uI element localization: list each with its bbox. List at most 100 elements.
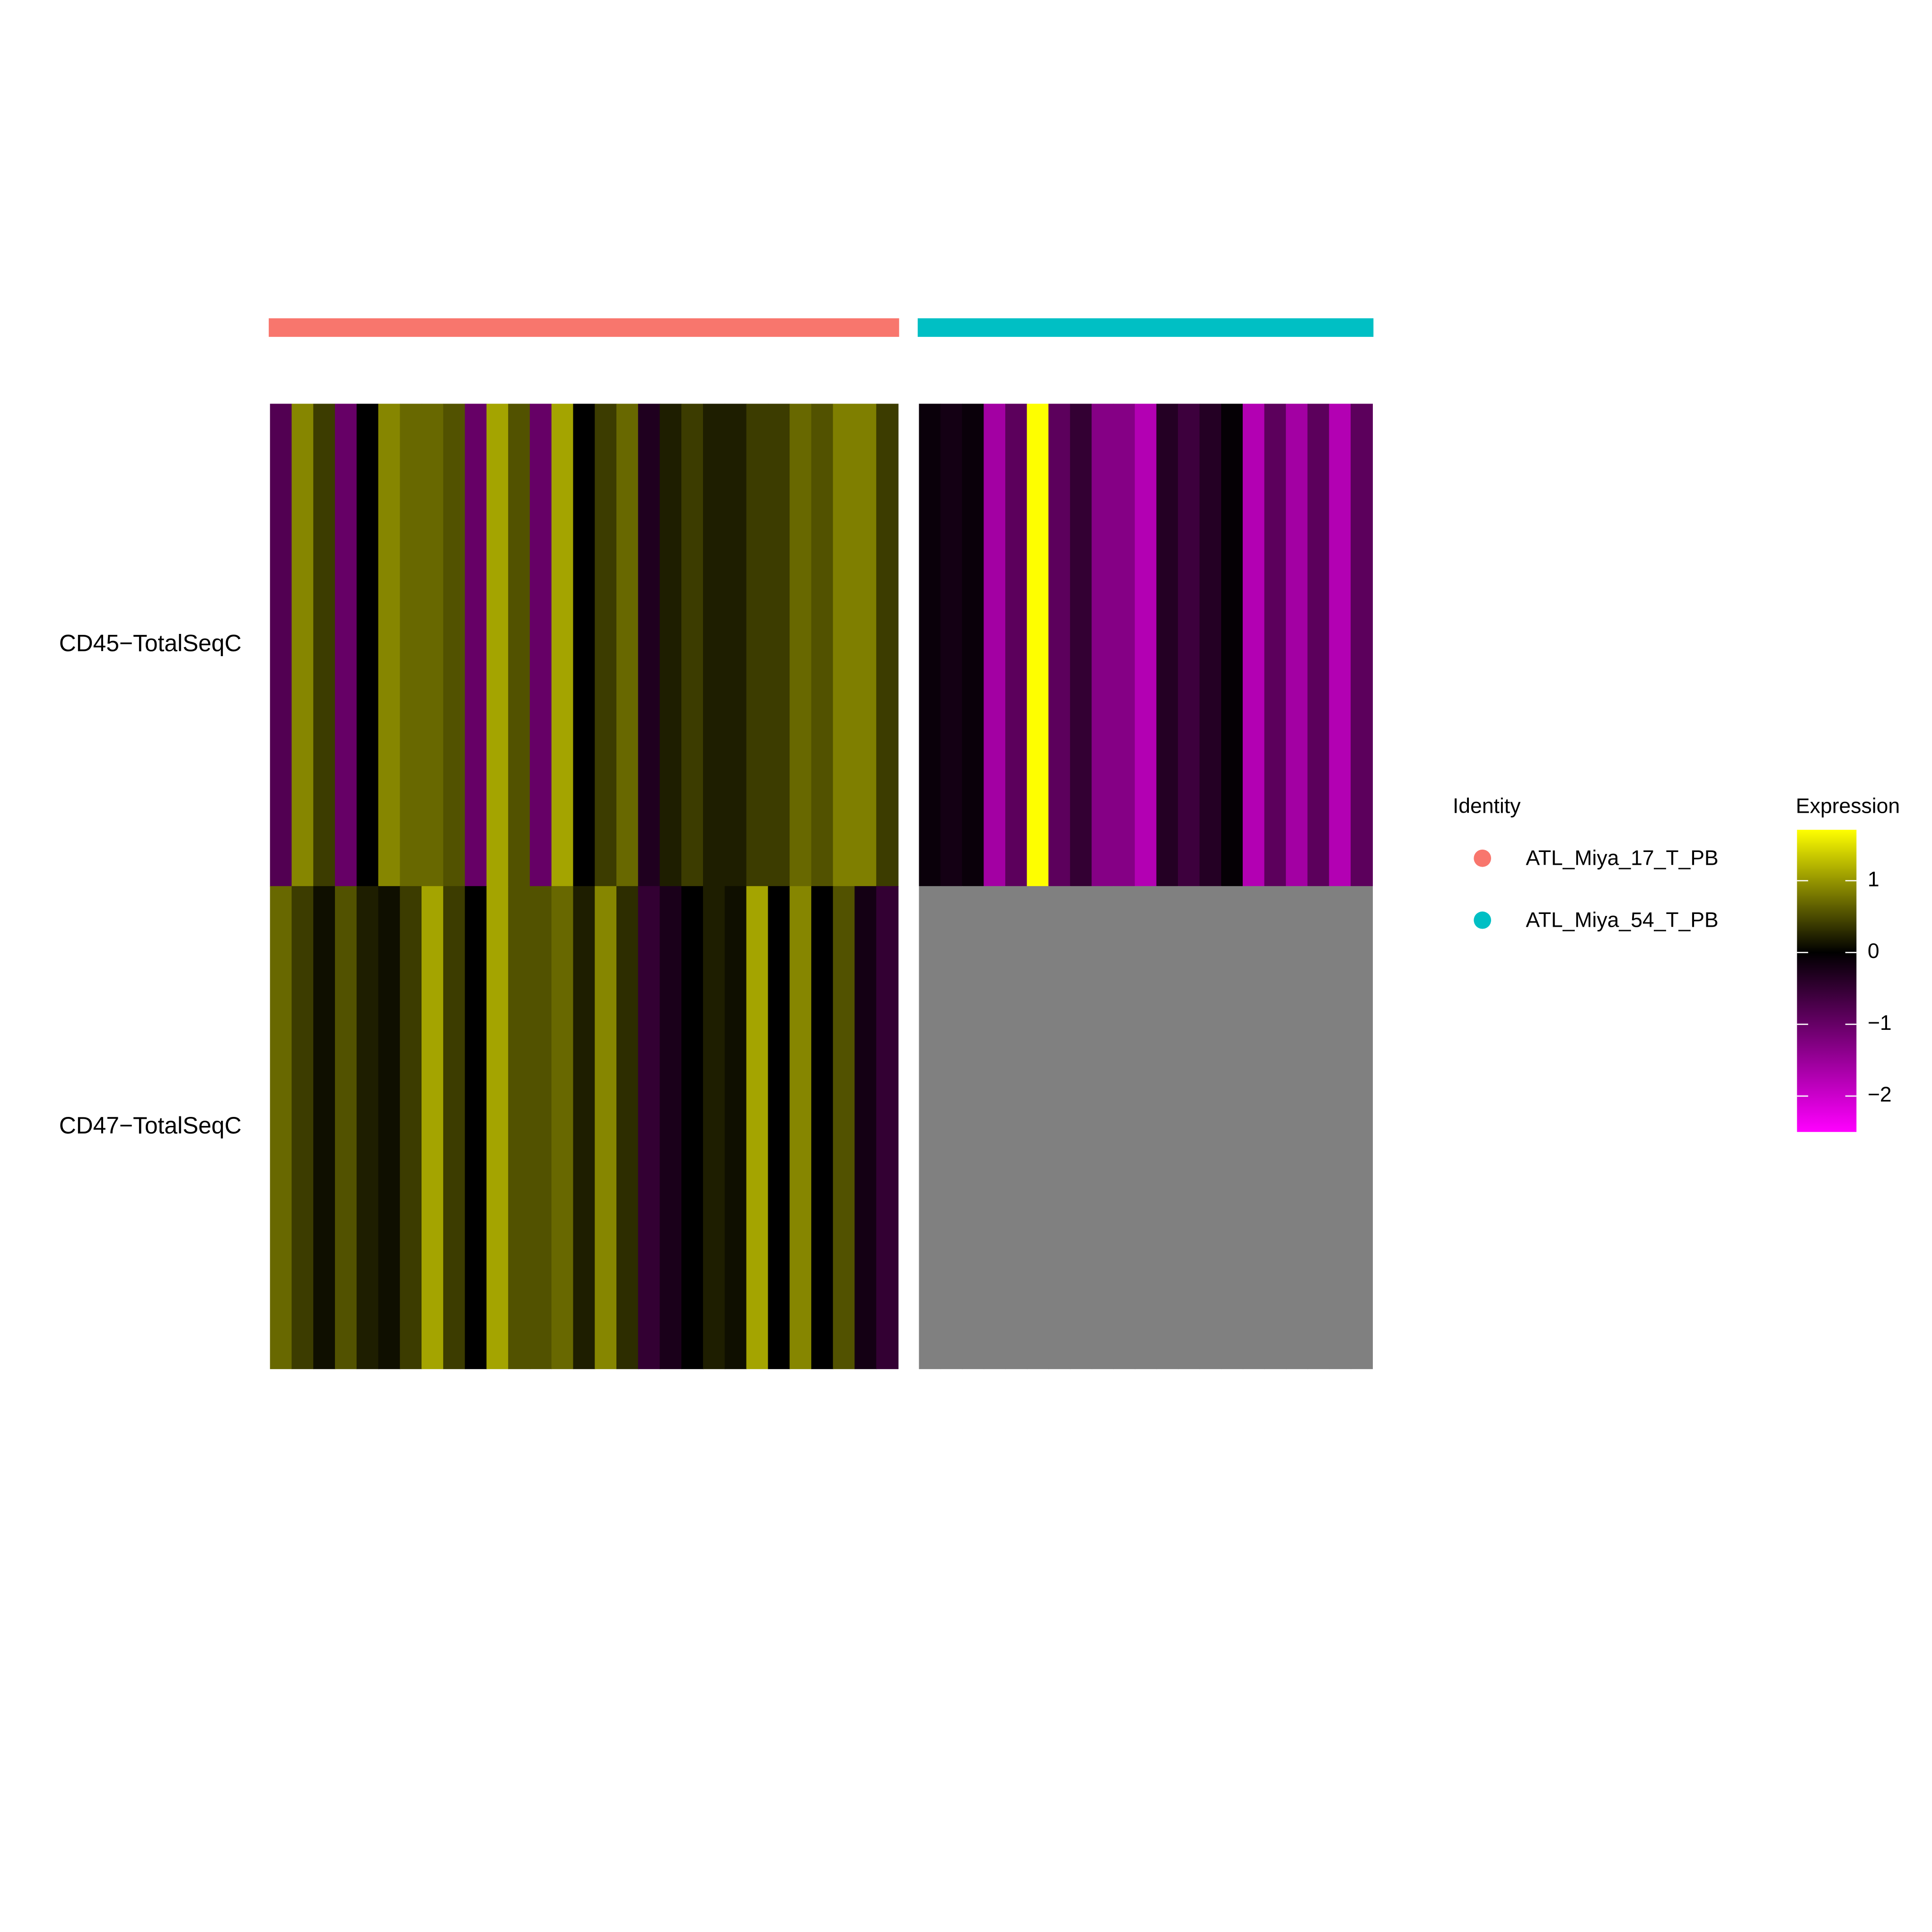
heatmap-cell bbox=[573, 886, 596, 1370]
heatmap-cell bbox=[724, 404, 747, 887]
heatmap-cell bbox=[1048, 404, 1071, 887]
heatmap-cell bbox=[1199, 886, 1222, 1370]
heatmap-cell bbox=[1070, 886, 1092, 1370]
heatmap-cell bbox=[1048, 886, 1071, 1370]
heatmap-cell bbox=[529, 886, 553, 1370]
heatmap-cell bbox=[1070, 404, 1092, 887]
colorbar-tick-label: −2 bbox=[1868, 1083, 1892, 1107]
heatmap-cell bbox=[1242, 886, 1265, 1370]
heatmap-cell bbox=[703, 886, 726, 1370]
heatmap-cell bbox=[919, 886, 941, 1370]
heatmap-cell bbox=[659, 404, 682, 887]
heatmap-cell bbox=[659, 886, 682, 1370]
heatmap-cell bbox=[291, 404, 314, 887]
heatmap-cell bbox=[422, 886, 444, 1370]
heatmap-cell bbox=[1113, 404, 1136, 887]
heatmap-cell bbox=[270, 404, 292, 887]
heatmap-cell bbox=[1351, 404, 1373, 887]
heatmap-cell bbox=[703, 404, 726, 887]
heatmap-cell bbox=[940, 886, 963, 1370]
heatmap-cell bbox=[378, 886, 401, 1370]
heatmap-cell bbox=[616, 886, 639, 1370]
colorbar-tick-label: 1 bbox=[1868, 868, 1879, 891]
heatmap-cell bbox=[422, 404, 444, 887]
heatmap-cell bbox=[790, 404, 812, 887]
heatmap-cell bbox=[724, 886, 747, 1370]
heatmap-cell bbox=[681, 886, 704, 1370]
heatmap-cell bbox=[746, 886, 769, 1370]
heatmap-cell bbox=[638, 404, 660, 887]
heatmap-cell bbox=[1005, 404, 1027, 887]
heatmap-cell bbox=[984, 886, 1006, 1370]
heatmap-cell bbox=[681, 404, 704, 887]
heatmap-cell bbox=[356, 404, 379, 887]
heatmap-cell bbox=[1221, 404, 1244, 887]
heatmap-cell bbox=[508, 404, 531, 887]
heatmap-cell bbox=[1264, 404, 1287, 887]
heatmap-cell bbox=[443, 404, 465, 887]
heatmap-cell bbox=[1264, 886, 1287, 1370]
heatmap-cell bbox=[940, 404, 963, 887]
legend-label: ATL_Miya_54_T_PB bbox=[1526, 909, 1718, 932]
heatmap-cell bbox=[616, 404, 639, 887]
row-label: CD45−TotalSeqC bbox=[59, 630, 242, 656]
heatmap-cell bbox=[919, 404, 941, 887]
heatmap-cell bbox=[1156, 404, 1179, 887]
row-label: CD47−TotalSeqC bbox=[59, 1112, 242, 1139]
heatmap-cell bbox=[551, 404, 574, 887]
heatmap-cell bbox=[335, 404, 358, 887]
color-legend-title: Expression bbox=[1796, 795, 1900, 818]
heatmap-cell bbox=[1091, 404, 1114, 887]
heatmap-cell bbox=[573, 404, 596, 887]
legend-marker bbox=[1474, 849, 1492, 867]
heatmap-cell bbox=[486, 886, 509, 1370]
heatmap-cell bbox=[1329, 404, 1352, 887]
heatmap-cell bbox=[378, 404, 401, 887]
heatmap-cell bbox=[984, 404, 1006, 887]
heatmap-cell bbox=[400, 886, 422, 1370]
heatmap-cell bbox=[833, 404, 855, 887]
heatmap-cell bbox=[1134, 404, 1157, 887]
heatmap-cell bbox=[508, 886, 531, 1370]
heatmap-cell bbox=[1156, 886, 1179, 1370]
heatmap-cell bbox=[1027, 404, 1049, 887]
heatmap-cell bbox=[876, 404, 899, 887]
heatmap-cell bbox=[595, 886, 617, 1370]
heatmap-cell bbox=[638, 886, 660, 1370]
colorbar-tick-label: 0 bbox=[1868, 940, 1879, 963]
heatmap-cell bbox=[465, 404, 487, 887]
heatmap-cell bbox=[529, 404, 553, 887]
heatmap-cell bbox=[811, 404, 834, 887]
heatmap-cell bbox=[291, 886, 314, 1370]
heatmap-cell bbox=[790, 886, 812, 1370]
heatmap-cell bbox=[1091, 886, 1114, 1370]
heatmap-cell bbox=[768, 404, 790, 887]
colorbar bbox=[1797, 830, 1857, 1132]
heatmap-cell bbox=[486, 404, 509, 887]
identity-bar bbox=[917, 318, 1374, 337]
heatmap-cell bbox=[335, 886, 358, 1370]
heatmap-cell bbox=[1027, 886, 1049, 1370]
heatmap-cell bbox=[854, 886, 877, 1370]
heatmap-cell bbox=[811, 886, 834, 1370]
legend-label: ATL_Miya_17_T_PB bbox=[1526, 847, 1718, 870]
heatmap-cell bbox=[400, 404, 422, 887]
heatmap-cell bbox=[962, 886, 984, 1370]
heatmap-cell bbox=[876, 886, 899, 1370]
heatmap-cell bbox=[1113, 886, 1136, 1370]
heatmap-cell bbox=[1307, 886, 1330, 1370]
heatmap-cell bbox=[595, 404, 617, 887]
heatmap-cell bbox=[443, 886, 465, 1370]
heatmap-cell bbox=[1199, 404, 1222, 887]
heatmap-cell bbox=[313, 404, 336, 887]
colorbar-tick-label: −1 bbox=[1868, 1011, 1892, 1035]
heatmap-cell bbox=[854, 404, 877, 887]
heatmap-cell bbox=[768, 886, 790, 1370]
heatmap-cell bbox=[746, 404, 769, 887]
heatmap-cell bbox=[1178, 886, 1200, 1370]
heatmap-cell bbox=[1005, 886, 1027, 1370]
heatmap-cell bbox=[1307, 404, 1330, 887]
heatmap-cell bbox=[962, 404, 984, 887]
heatmap-cell bbox=[551, 886, 574, 1370]
